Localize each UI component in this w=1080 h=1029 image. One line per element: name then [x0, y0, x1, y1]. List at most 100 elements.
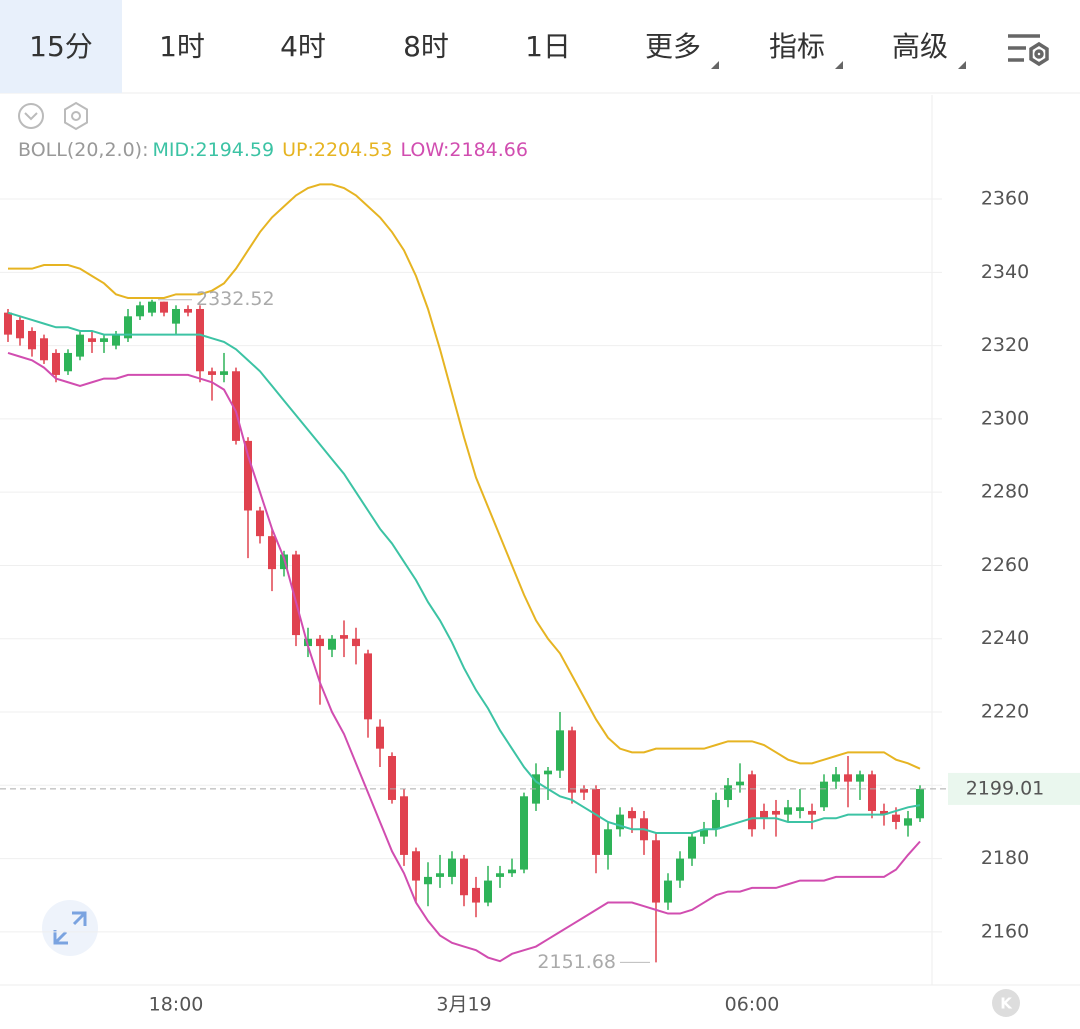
tab[interactable]: 指标: [769, 30, 825, 63]
candle-body: [736, 781, 744, 786]
candle-body: [784, 807, 792, 815]
y-tick-label: 2320: [981, 334, 1029, 356]
band-line: [7, 311, 921, 834]
candle-body: [28, 330, 36, 350]
candle-body: [268, 536, 276, 570]
candle-body: [844, 774, 852, 782]
candle-body: [892, 814, 900, 822]
candle-body: [172, 308, 180, 324]
tab[interactable]: 高级: [892, 30, 948, 63]
candle-body: [184, 308, 192, 313]
y-tick-label: 2260: [981, 554, 1029, 576]
candle-body: [160, 301, 168, 313]
candle-body: [520, 796, 528, 870]
y-tick-label: 2340: [981, 261, 1029, 283]
legend-value: 2184.66: [449, 139, 528, 161]
candle-body: [592, 788, 600, 855]
dropdown-arrow: [958, 61, 966, 69]
min-label: 2151.68: [537, 951, 616, 973]
tab[interactable]: 1时: [159, 30, 205, 63]
candle-body: [4, 312, 12, 335]
candle-body: [352, 638, 360, 647]
candle-body: [832, 774, 840, 782]
candle-body: [724, 785, 732, 800]
candle-body: [100, 338, 108, 342]
candle-body: [328, 638, 336, 650]
candle-body: [748, 774, 756, 830]
candle-body: [664, 880, 672, 903]
indicator-settings-icon[interactable]: [64, 101, 88, 131]
y-tick-label: 2300: [981, 407, 1029, 429]
y-tick-label: 2280: [981, 481, 1029, 503]
max-label: 2332.52: [196, 288, 275, 310]
candle-body: [16, 319, 24, 339]
tab[interactable]: 4时: [280, 30, 326, 63]
candle-body: [376, 726, 384, 749]
k-button[interactable]: K: [992, 989, 1020, 1017]
candle-body: [220, 371, 228, 375]
tab[interactable]: 更多: [645, 30, 701, 63]
candle-body: [580, 788, 588, 793]
candle-body: [916, 788, 924, 819]
candle-body: [772, 810, 780, 815]
fullscreen-button[interactable]: [42, 900, 98, 956]
candle-body: [436, 873, 444, 877]
candle-body: [412, 851, 420, 881]
tab[interactable]: 1日: [525, 30, 571, 63]
collapse-icon[interactable]: [18, 103, 44, 129]
candle-body: [820, 781, 828, 808]
candle-body: [676, 858, 684, 881]
candle-body: [868, 774, 876, 811]
candle-body: [556, 730, 564, 771]
candle-body: [208, 371, 216, 375]
candle-body: [196, 308, 204, 372]
y-tick-label: 2220: [981, 701, 1029, 723]
candle-body: [544, 770, 552, 775]
candle-body: [604, 829, 612, 855]
candle-body: [616, 814, 624, 830]
candle-body: [244, 440, 252, 511]
tab[interactable]: 15分: [29, 30, 93, 63]
candle-body: [796, 807, 804, 811]
legend-name: LOW:: [400, 139, 449, 161]
last-price-label: 2199.01: [966, 777, 1045, 799]
candle-body: [700, 829, 708, 837]
candle-body: [292, 554, 300, 636]
candle-body: [508, 869, 516, 874]
active-tab-bg: [0, 0, 122, 93]
settings-icon[interactable]: [1008, 34, 1049, 67]
candle-body: [652, 840, 660, 903]
legend-name: MID:: [153, 139, 196, 161]
candle-body: [808, 810, 816, 815]
x-tick-label: 06:00: [725, 994, 780, 1016]
candle-body: [712, 799, 720, 830]
candle-body: [472, 887, 480, 903]
candle-body: [316, 638, 324, 647]
candle-body: [628, 810, 636, 819]
x-tick-label: 3月19: [436, 994, 491, 1016]
candle-body: [64, 352, 72, 372]
last-price-bg: [948, 772, 1080, 805]
indicator-legend: BOLL(20,2.0): MID:2194.59 UP:2204.53 LOW:21…: [18, 139, 528, 161]
candle-body: [232, 371, 240, 441]
candle-body: [40, 338, 48, 361]
legend-value: 2194.59: [196, 139, 275, 161]
candle-body: [400, 796, 408, 855]
indicator-name: BOLL(20,2.0):: [18, 139, 149, 161]
candle-body: [904, 818, 912, 826]
dropdown-arrow: [711, 61, 719, 69]
legend-name: UP:: [282, 139, 314, 161]
band-line: [7, 351, 921, 963]
candle-body: [76, 334, 84, 357]
candle-body: [688, 836, 696, 859]
candle-body: [496, 873, 504, 877]
tab[interactable]: 8时: [403, 30, 449, 63]
candle-body: [388, 755, 396, 800]
candle-body: [760, 810, 768, 819]
candle-body: [532, 774, 540, 804]
y-tick-label: 2180: [981, 847, 1029, 869]
candle-body: [364, 653, 372, 720]
legend-value: 2204.53: [314, 139, 393, 161]
